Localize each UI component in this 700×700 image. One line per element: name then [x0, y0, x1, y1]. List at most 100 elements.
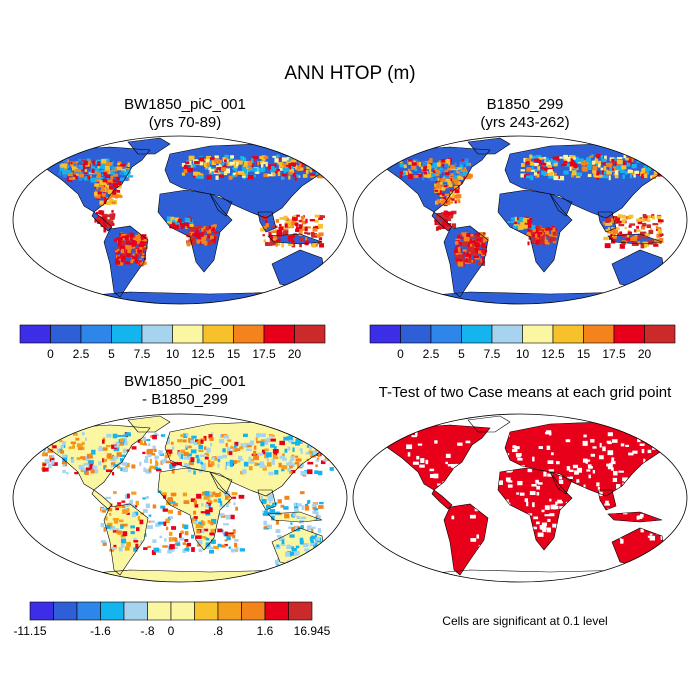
land-greenland [468, 138, 510, 154]
colorbar-box [522, 324, 554, 344]
colorbar-box [194, 601, 219, 621]
amazon-forest [454, 232, 489, 267]
coastline-centralAmerica [91, 489, 113, 510]
colorbar-box [233, 324, 265, 344]
coastline-arabia [209, 193, 233, 217]
eastern-na-forest [94, 178, 123, 206]
colorbar-box [170, 601, 195, 621]
map-border [12, 135, 348, 305]
colorbar-box [613, 324, 645, 344]
colorbar-box [400, 324, 432, 344]
land-antarctica [400, 292, 654, 304]
colorbar-tick-label: 2.5 [423, 347, 440, 361]
colorbar-box [202, 324, 234, 344]
colorbar-tick-label: 20 [638, 347, 652, 361]
coastline-southAmerica [103, 503, 149, 576]
coastline-indonesia [267, 511, 323, 523]
colorbar-box [241, 601, 266, 621]
southeast-asia-forest [260, 214, 326, 248]
land-antarctica [400, 570, 654, 582]
coastline-greenland [467, 137, 511, 155]
coastline-indochina [597, 489, 617, 511]
colorbar-panel-3: -11.15 -1.6 -.8 0 .8 1.6 16.945 [13, 601, 331, 638]
land-antarctica [60, 570, 314, 582]
panel3-title-line2: - B1850_299 [142, 391, 228, 408]
coastline-indonesia [607, 511, 663, 523]
map-panel-3 [12, 413, 348, 583]
colorbar-tick-label: 12.5 [541, 347, 565, 361]
land-greenland [128, 416, 170, 432]
amazon-forest [114, 232, 148, 267]
colorbar-tick-label: 16.945 [294, 624, 331, 638]
boreal-belt-na [399, 158, 473, 183]
colorbar-box [583, 324, 615, 344]
land-arabia [210, 472, 232, 494]
coastline-southAmerica [443, 503, 489, 576]
colorbar-panel-1: 0 2.5 5 7.5 10 12.5 15 17.5 20 [19, 324, 326, 361]
coastline-centralAmerica [431, 489, 453, 510]
figure-title: ANN HTOP (m) [284, 63, 416, 84]
significant-centralAmerica [432, 490, 452, 509]
colorbar-box [217, 601, 242, 621]
land-arabia [210, 194, 232, 216]
colorbar-box [644, 324, 676, 344]
diff-tropics [100, 490, 245, 555]
map-border [352, 135, 688, 305]
west-africa-forest [166, 216, 194, 230]
panel1-title: BW1850_piC_001 (yrs 70-89) [30, 96, 340, 132]
panel1-title-line1: BW1850_piC_001 [124, 96, 246, 113]
west-africa-forest [507, 216, 536, 230]
colorbar-box [263, 324, 295, 344]
coastline-indonesia [607, 233, 663, 245]
colorbar-box [147, 601, 172, 621]
significant-africa [498, 468, 572, 550]
significant-indonesia [608, 512, 662, 522]
colorbar-box [491, 324, 523, 344]
coastline-arabia [549, 471, 573, 495]
colorbar-box [172, 324, 204, 344]
eastern-na-forest [434, 178, 463, 207]
colorbar-tick-label: .8 [213, 624, 223, 638]
land-arabia [550, 194, 572, 216]
colorbar-tick-label: 0 [397, 347, 404, 361]
panel2-title: B1850_299 (yrs 243-262) [370, 96, 680, 132]
colorbar-tick-label: 7.5 [484, 347, 501, 361]
coastline-centralAmerica [431, 211, 453, 232]
panel3-title: BW1850_piC_001 - B1850_299 [30, 373, 340, 409]
colorbar-tick-label: 5 [458, 347, 465, 361]
colorbar-tick-label: 10 [166, 347, 180, 361]
map-panel-4 [352, 413, 688, 583]
colorbar-box [50, 324, 82, 344]
colorbar-box [141, 324, 173, 344]
colorbar-box [111, 324, 143, 344]
colorbar-tick-label: 12.5 [191, 347, 215, 361]
map-border [12, 413, 348, 583]
colorbar-tick-label: 17.5 [602, 347, 626, 361]
significant-southAmerica [444, 504, 488, 575]
colorbar-tick-label: 15 [227, 347, 241, 361]
coastline-indonesia [267, 233, 323, 245]
colorbar-tick-label: 7.5 [134, 347, 151, 361]
colorbar-box [80, 324, 112, 344]
land-greenland [128, 138, 170, 154]
coastline-northAmerica [37, 424, 151, 491]
colorbar-box [430, 324, 462, 344]
panel2-title-line2: (yrs 243-262) [480, 114, 570, 131]
colorbar-tick-label: 0 [168, 624, 175, 638]
colorbar-tick-label: -.8 [140, 624, 154, 638]
diff-southeast-asia [260, 491, 324, 533]
colorbar-tick-label: -1.6 [90, 624, 111, 638]
significance-note: Cells are significant at 0.1 level [442, 614, 608, 628]
map-panel-2 [352, 135, 688, 305]
coastline-greenland [127, 137, 171, 155]
coastline-southAmerica [103, 225, 149, 298]
colorbar-tick-label: 10 [516, 347, 530, 361]
boreal-belt-eurasia [181, 154, 325, 181]
coastline-indochina [257, 211, 277, 233]
colorbar-box [29, 601, 54, 621]
coastline-greenland [127, 415, 171, 433]
panel3-title-line1: BW1850_piC_001 [124, 373, 246, 390]
panel2-title-line1: B1850_299 [486, 96, 564, 113]
colorbar-tick-label: -11.15 [13, 624, 46, 638]
panel1-title-line2: (yrs 70-89) [148, 114, 222, 131]
